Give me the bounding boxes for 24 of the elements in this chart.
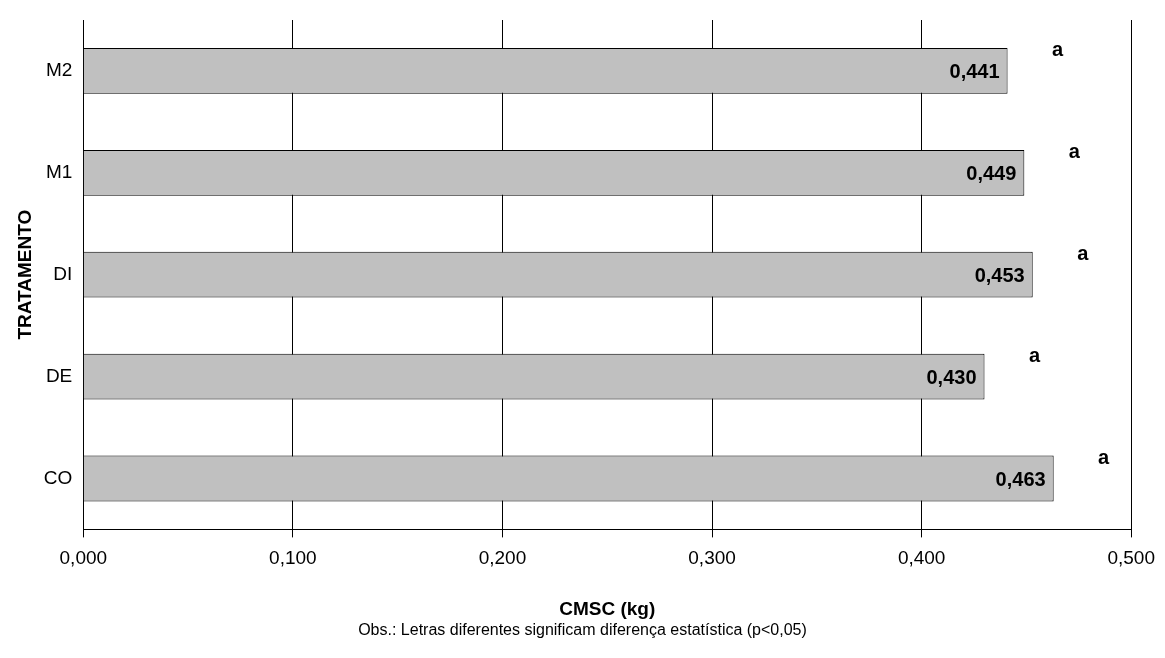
data-label: 0,430 bbox=[926, 366, 977, 389]
x-tick-label: 0,000 bbox=[59, 547, 108, 569]
annotation: a bbox=[1052, 38, 1065, 61]
x-tick-label: 0,400 bbox=[897, 547, 946, 569]
x-axis-title: CMSC (kg) bbox=[559, 597, 656, 619]
annotation: a bbox=[1098, 445, 1111, 468]
text: Obs.: Letras diferentes significam diferença estatística (p<0,05) bbox=[357, 621, 808, 639]
y-tick-label: DI bbox=[53, 262, 73, 284]
x-tick-label: 0,500 bbox=[1107, 547, 1155, 569]
x-tick-label: 0,200 bbox=[478, 547, 527, 569]
y-tick-label: M1 bbox=[45, 161, 73, 183]
x-tick-label: 0,300 bbox=[688, 547, 736, 569]
y-tick-label: M2 bbox=[45, 59, 73, 81]
annotation: a bbox=[1077, 242, 1090, 265]
y-tick-label: DE bbox=[45, 364, 73, 386]
annotation: a bbox=[1028, 344, 1041, 367]
x-tick-label: 0,100 bbox=[269, 547, 317, 569]
data-label: 0,453 bbox=[974, 264, 1025, 287]
y-axis-title: TRATAMENTO bbox=[13, 209, 35, 340]
y-tick-label: CO bbox=[43, 466, 73, 488]
annotation: a bbox=[1068, 140, 1081, 163]
data-label: 0,441 bbox=[949, 60, 1000, 83]
data-label: 0,463 bbox=[995, 467, 1046, 490]
data-label: 0,449 bbox=[966, 162, 1017, 185]
